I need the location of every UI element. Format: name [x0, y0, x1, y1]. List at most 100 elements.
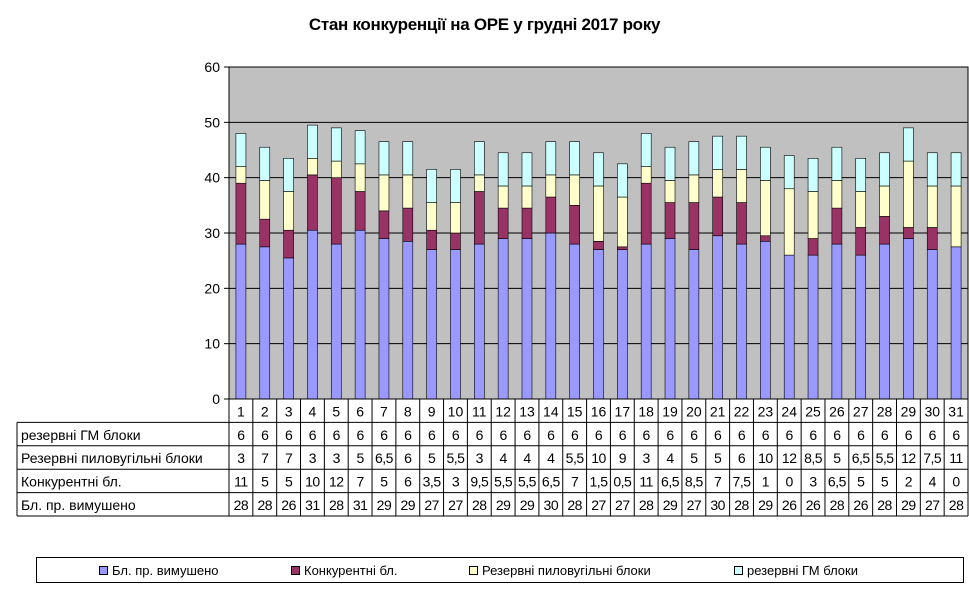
x-tick-label: 28	[877, 403, 893, 419]
x-tick-label: 7	[380, 403, 388, 419]
bar-segment-competitive	[283, 229, 294, 259]
table-cell-value: 5	[428, 450, 436, 466]
bar-segment-gas-reserve	[688, 141, 700, 176]
bar-segment-forced	[378, 238, 390, 400]
table-cell-value: 5	[356, 450, 364, 466]
bar-segment-forced	[903, 238, 914, 400]
bar-segment-forced	[521, 238, 533, 400]
legend-item-competitive: Конкурентні бл.	[291, 563, 398, 578]
table-cell-value: 6	[333, 427, 341, 443]
legend-swatch-coal-reserve	[469, 566, 478, 575]
bar-segment-gas-reserve	[664, 146, 676, 181]
table-cell-value: 6	[786, 427, 794, 443]
x-tick-label: 3	[285, 403, 293, 419]
table-cell-value: 6	[881, 427, 889, 443]
table-cell-value: 27	[925, 497, 940, 513]
bar-segment-competitive	[569, 205, 580, 245]
chart-title: Стан конкуренції на ОРЕ у грудні 2017 ро…	[308, 15, 661, 34]
legend-label-forced: Бл. пр. вимушено	[112, 563, 219, 578]
legend-swatch-gas-reserve	[734, 566, 743, 575]
bar-segment-coal-reserve	[926, 185, 938, 228]
table-cell-value: 3	[309, 450, 317, 466]
bar-segment-coal-reserve	[283, 191, 294, 231]
table-cell-value: 12	[329, 474, 344, 490]
table-cell-value: 6	[523, 427, 531, 443]
bar-segment-competitive	[259, 218, 271, 248]
table-cell-value: 6	[452, 427, 460, 443]
x-tick-label: 31	[948, 403, 964, 419]
table-cell-value: 7	[714, 474, 722, 490]
table-cell-value: 28	[234, 497, 249, 513]
bar-segment-coal-reserve	[235, 166, 247, 184]
table-cell-value: 6	[929, 427, 937, 443]
table-cell-value: 4	[523, 450, 531, 466]
bar-segment-coal-reserve	[903, 160, 914, 228]
table-cell-value: 6	[738, 427, 746, 443]
table-cell-value: 6	[738, 450, 746, 466]
table-cell-value: 6	[809, 427, 817, 443]
bar-segment-coal-reserve	[593, 185, 604, 242]
bar-segment-gas-reserve	[235, 133, 247, 167]
table-cell-value: 29	[520, 497, 535, 513]
bar-segment-coal-reserve	[330, 160, 342, 178]
legend-item-gas-reserve: резервні ГМ блоки	[734, 563, 858, 578]
bar-segment-competitive	[593, 241, 604, 250]
table-cell-value: 27	[448, 497, 463, 513]
table-cell-value: 29	[663, 497, 678, 513]
table-cell-value: 0	[786, 474, 794, 490]
bar-segment-forced	[545, 232, 557, 400]
table-cell-value: 5	[714, 450, 722, 466]
bar-segment-forced	[497, 238, 509, 400]
bar-segment-gas-reserve	[283, 158, 294, 192]
table-cell-value: 0	[952, 474, 960, 490]
x-tick-label: 14	[543, 403, 559, 419]
x-tick-label: 8	[404, 403, 412, 419]
table-cell-value: 28	[949, 497, 964, 513]
table-cell-value: 6,5	[661, 474, 680, 490]
table-cell-value: 6	[643, 427, 651, 443]
table-cell-value: 6,5	[542, 474, 561, 490]
bar-segment-forced	[283, 257, 294, 400]
bar-segment-coal-reserve	[950, 185, 962, 248]
table-cell-value: 3	[643, 450, 651, 466]
table-cell-value: 31	[353, 497, 368, 513]
x-tick-label: 1	[237, 403, 245, 419]
x-tick-label: 16	[591, 403, 607, 419]
y-tick-label: 60	[204, 59, 220, 75]
bar-segment-gas-reserve	[831, 146, 843, 181]
table-cell-value: 6	[261, 427, 269, 443]
table-cell-value: 3	[237, 450, 245, 466]
y-tick-label: 40	[204, 170, 220, 186]
legend-swatch-forced	[99, 566, 108, 575]
bar-segment-coal-reserve	[474, 174, 485, 192]
bar-segment-coal-reserve	[569, 174, 580, 206]
bar-segment-gas-reserve	[307, 124, 318, 159]
x-tick-label: 27	[853, 403, 869, 419]
bar-segment-competitive	[330, 177, 342, 245]
table-row-label-forced: Бл. пр. вимушено	[21, 497, 136, 513]
table-cell-value: 28	[567, 497, 582, 513]
bar-segment-forced	[617, 249, 628, 400]
x-tick-label: 12	[495, 403, 511, 419]
table-cell-value: 6	[833, 427, 841, 443]
table-cell-value: 6	[762, 427, 770, 443]
bar-segment-forced	[450, 249, 461, 400]
bar-segment-forced	[402, 241, 414, 400]
bar-segment-coal-reserve	[378, 174, 390, 212]
table-cell-value: 26	[853, 497, 868, 513]
bar-segment-gas-reserve	[855, 158, 867, 192]
y-tick-label: 10	[204, 336, 220, 352]
table-cell-value: 6	[595, 427, 603, 443]
table-cell-value: 4	[666, 450, 674, 466]
x-tick-label: 4	[309, 403, 317, 419]
table-cell-value: 5,5	[494, 474, 513, 490]
table-cell-value: 29	[496, 497, 511, 513]
bar-segment-coal-reserve	[307, 158, 318, 176]
x-tick-label: 2	[261, 403, 269, 419]
bar-segment-gas-reserve	[879, 152, 890, 187]
table-cell-value: 3	[476, 450, 484, 466]
legend-item-coal-reserve: Резервні пиловугільні блоки	[469, 563, 651, 578]
table-cell-value: 6	[666, 427, 674, 443]
bar-segment-gas-reserve	[640, 133, 652, 167]
